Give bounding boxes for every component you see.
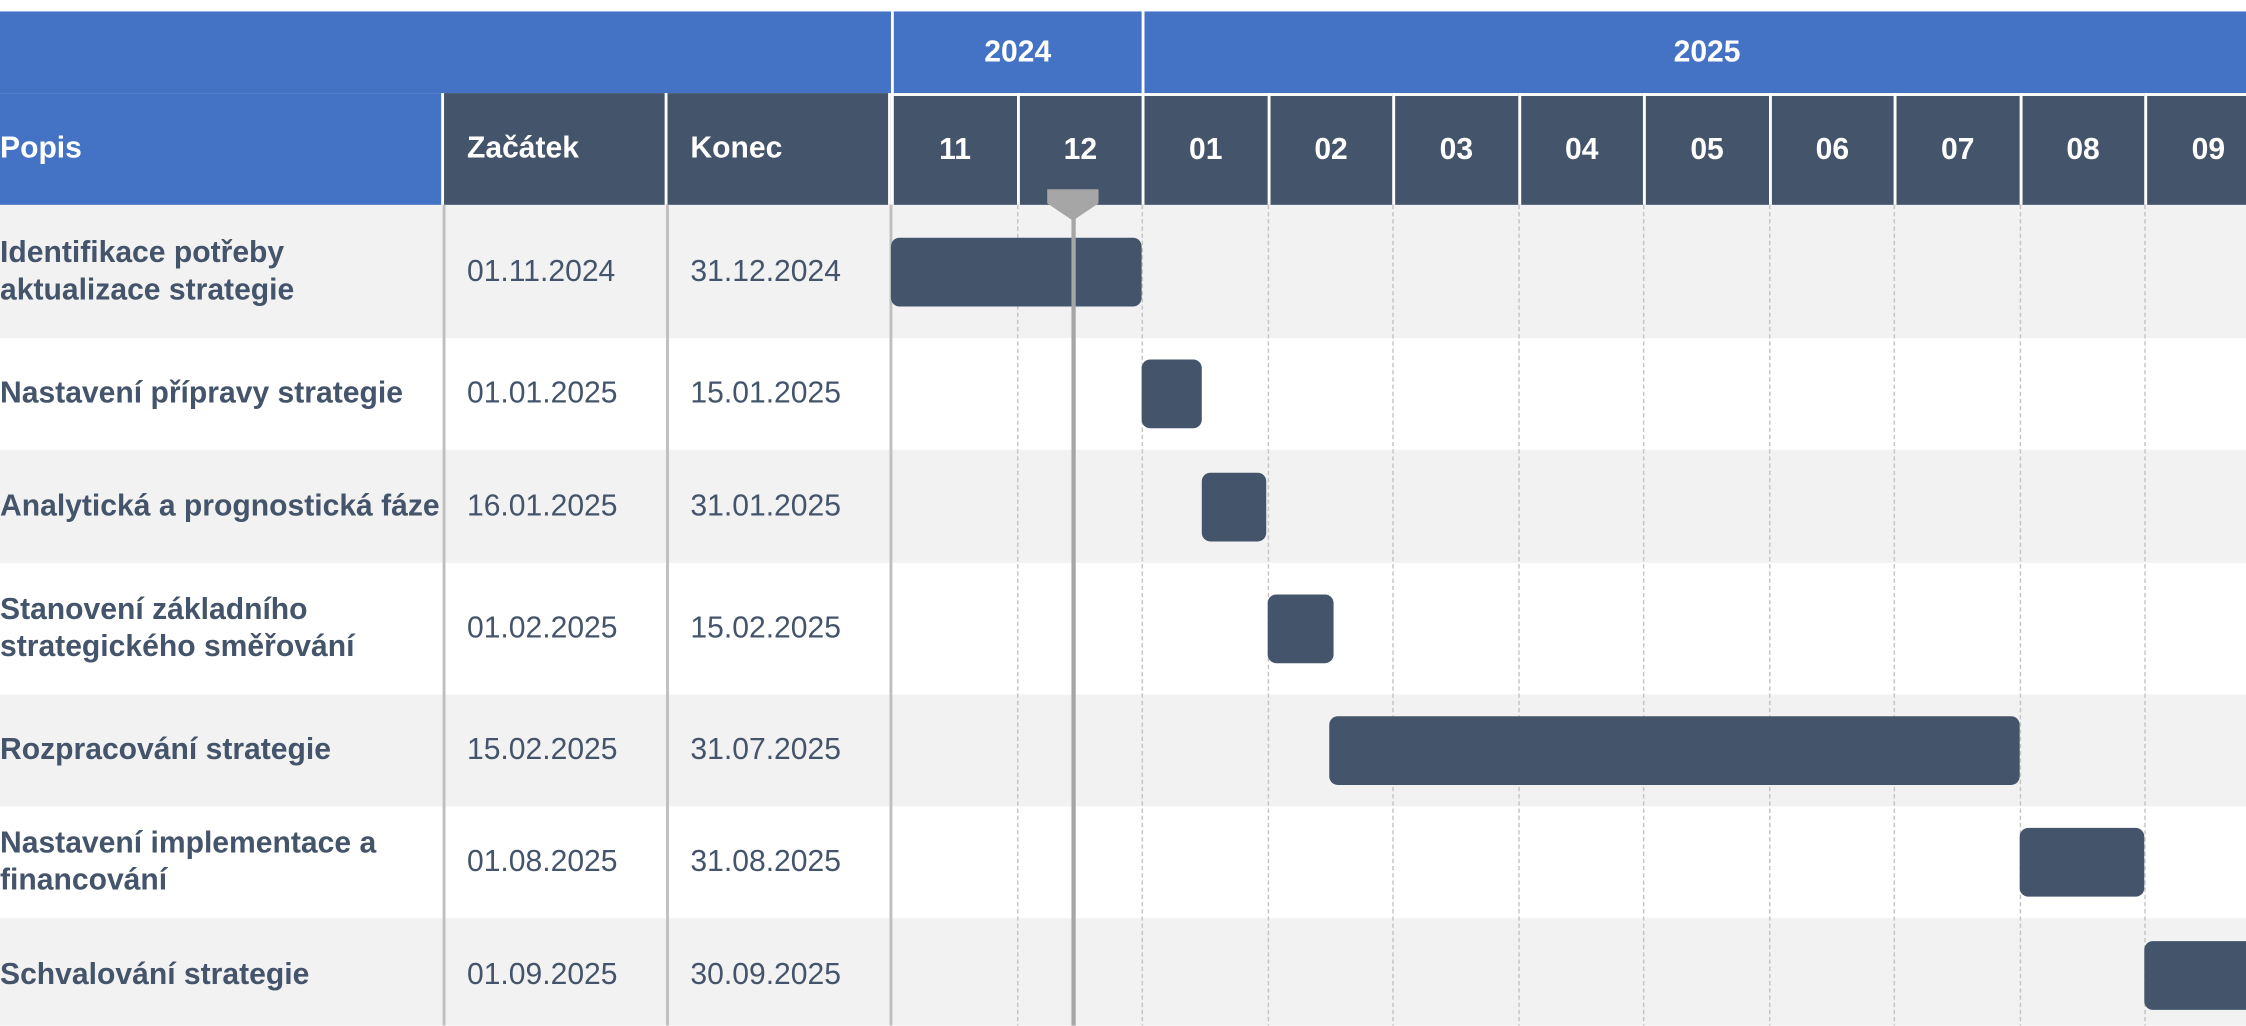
- today-line: [1071, 200, 1076, 1026]
- month-gridline: [1392, 204, 1394, 1026]
- month-gridline: [1768, 204, 1770, 1026]
- month-gridline: [2144, 204, 2146, 1026]
- month-header: 09: [2144, 93, 2246, 205]
- task-bar: [1329, 716, 2019, 785]
- month-gridline: [1016, 204, 1018, 1026]
- month-gridline: [1141, 204, 1144, 1026]
- task-name: Stanovení základního strategického směřo…: [0, 593, 355, 664]
- task-name: Schvalování strategie: [0, 958, 310, 992]
- task-start: 01.11.2024: [466, 254, 616, 288]
- task-bar: [890, 237, 1142, 306]
- month-header: 01: [1141, 93, 1267, 205]
- month-header: 06: [1768, 93, 1894, 205]
- row-bg: [0, 806, 2246, 919]
- month-header: 05: [1642, 93, 1769, 205]
- task-name: Rozpracování strategie: [0, 733, 331, 767]
- month-gridline: [1893, 204, 1896, 1026]
- task-bar: [2144, 941, 2246, 1010]
- task-start: 01.02.2025: [466, 611, 618, 645]
- task-bar: [1266, 594, 1335, 664]
- task-bar: [2018, 827, 2145, 897]
- task-bar: [1141, 359, 1203, 429]
- column-header: Popis: [0, 93, 445, 205]
- month-header: 03: [1392, 93, 1518, 205]
- year-header: 2025: [1141, 11, 2246, 94]
- column-divider: [442, 204, 446, 1026]
- column-divider: [666, 204, 669, 1026]
- month-header: 12: [1016, 93, 1142, 205]
- task-end: 31.12.2024: [690, 254, 841, 288]
- task-name: Analytická a prognostická fáze: [0, 489, 440, 523]
- month-header: 02: [1266, 93, 1393, 205]
- row-bg: [0, 918, 2246, 1026]
- task-end: 31.07.2025: [690, 733, 841, 767]
- column-header: Začátek: [444, 93, 668, 205]
- task-end: 31.01.2025: [690, 489, 841, 523]
- month-header: 08: [2018, 93, 2145, 205]
- task-start: 01.09.2025: [466, 958, 618, 992]
- year-band: [0, 11, 2246, 94]
- task-bar: [1202, 471, 1267, 541]
- task-end: 15.02.2025: [690, 611, 841, 645]
- row-bg: [0, 449, 2246, 563]
- task-start: 15.02.2025: [466, 733, 618, 767]
- month-gridline: [1517, 204, 1520, 1026]
- task-name: Nastavení implementace a financování: [0, 826, 377, 897]
- month-header: 04: [1517, 93, 1643, 205]
- month-header: 07: [1893, 93, 2019, 205]
- task-name: Nastavení přípravy strategie: [0, 376, 403, 410]
- month-header: 11: [890, 93, 1017, 205]
- task-start: 01.08.2025: [466, 845, 618, 879]
- row-bg: [0, 562, 2246, 695]
- year-header: 2024: [890, 11, 1142, 94]
- task-name: Identifikace potřeby aktualizace strateg…: [0, 235, 295, 306]
- month-gridline: [1642, 204, 1645, 1026]
- task-start: 16.01.2025: [466, 489, 618, 523]
- column-header: Konec: [667, 93, 891, 205]
- row-bg: [0, 338, 2246, 450]
- task-end: 15.01.2025: [690, 376, 841, 410]
- task-end: 30.09.2025: [690, 958, 841, 992]
- month-gridline: [2018, 204, 2021, 1026]
- task-start: 01.01.2025: [466, 376, 618, 410]
- task-end: 31.08.2025: [690, 845, 841, 879]
- column-divider: [889, 204, 893, 1026]
